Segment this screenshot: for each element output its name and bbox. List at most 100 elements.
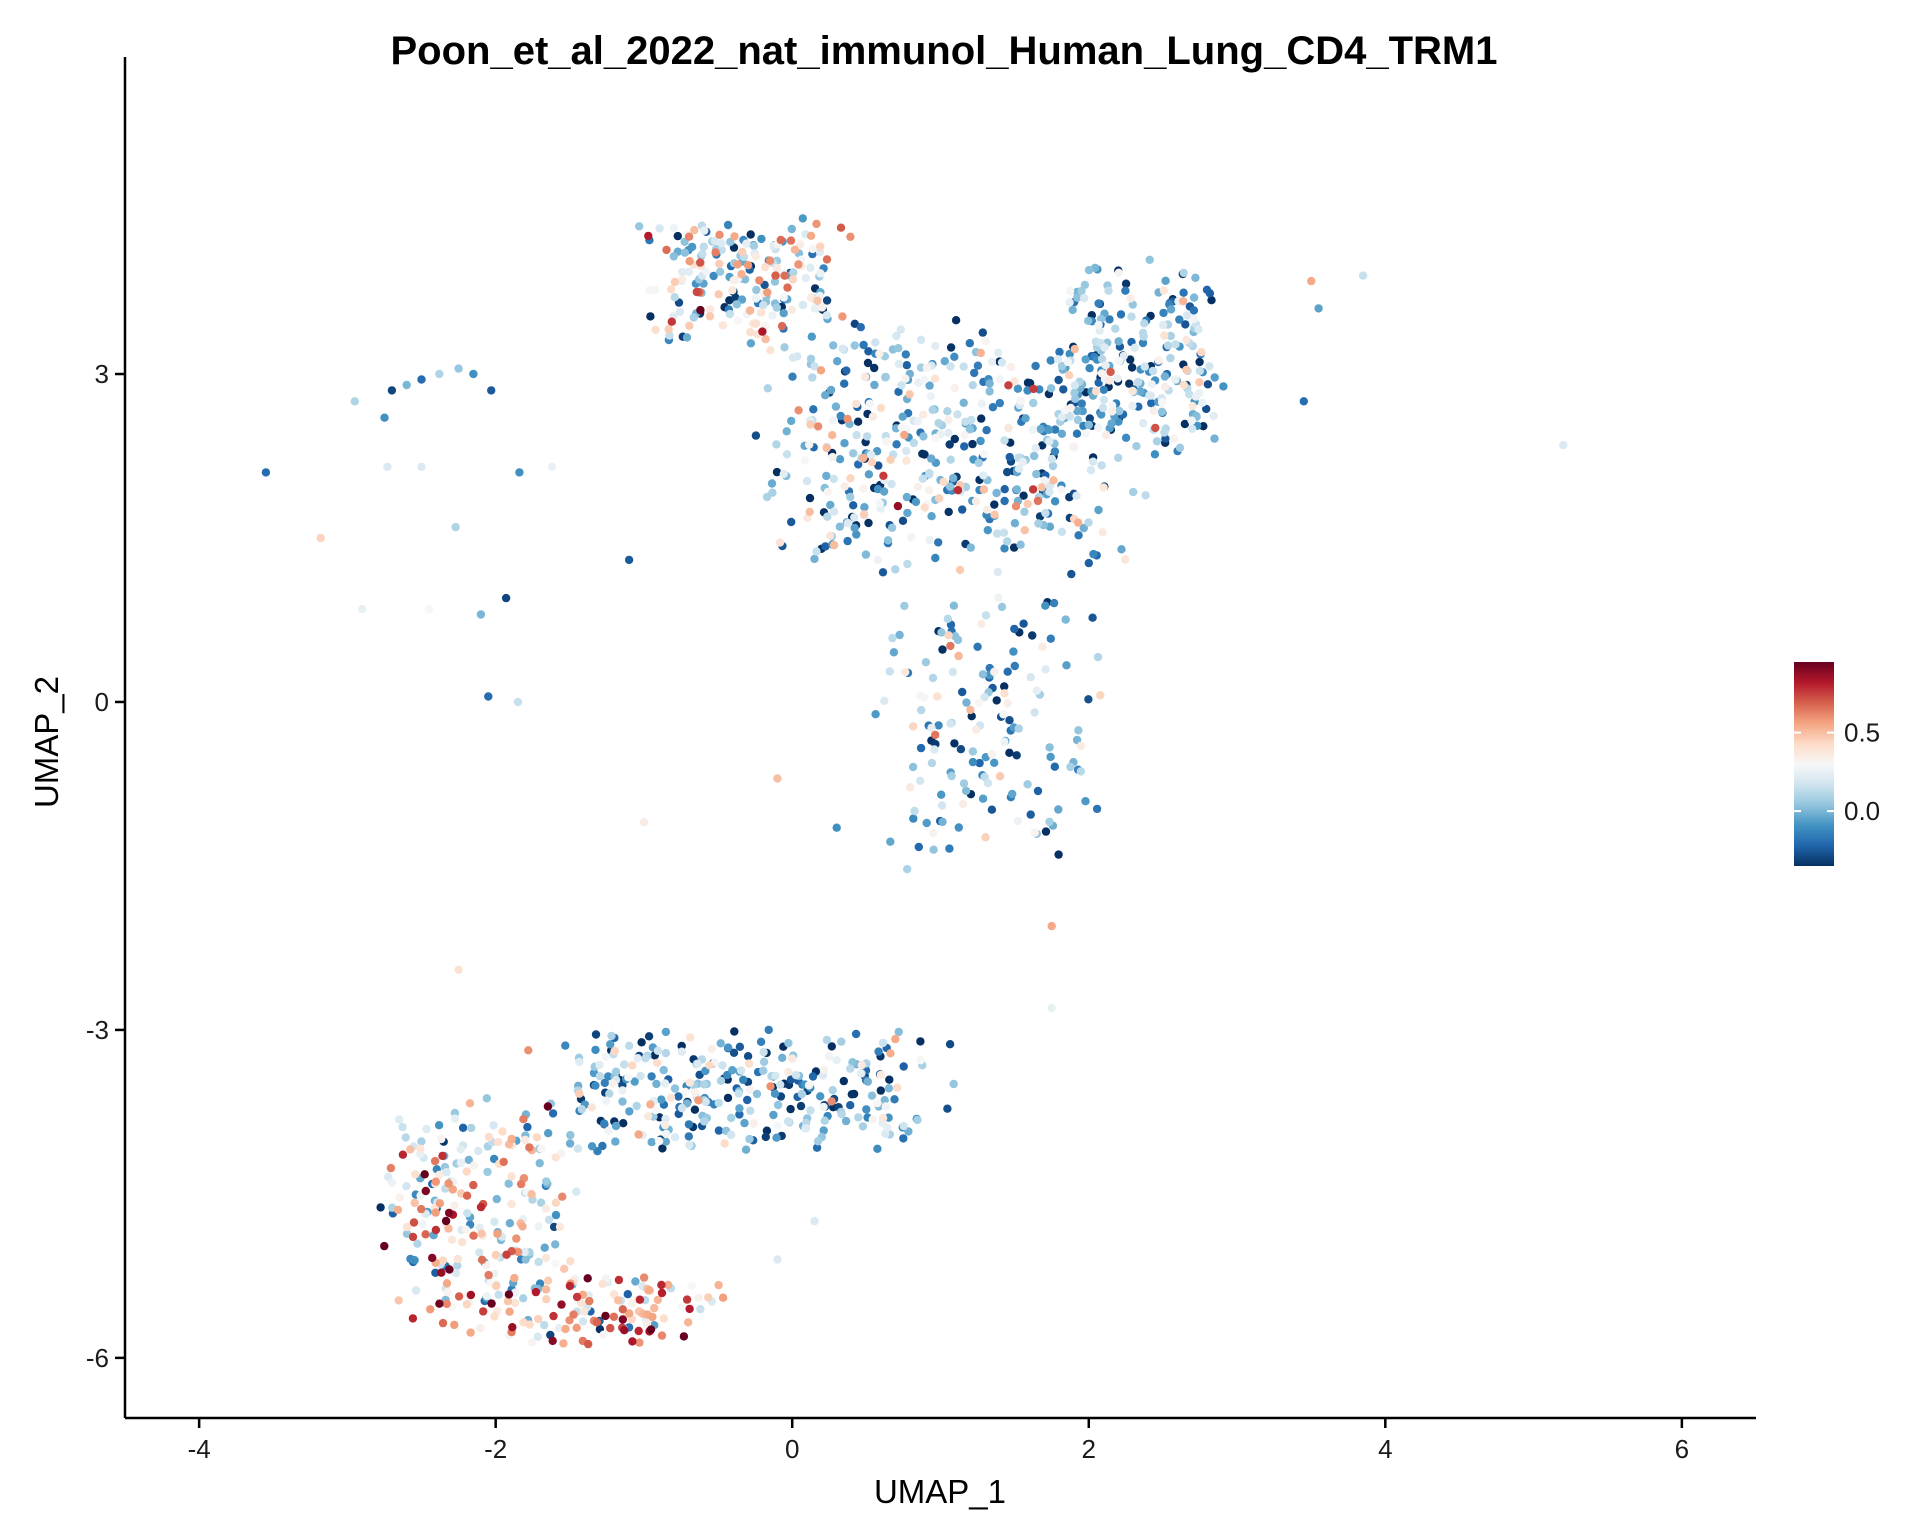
cell-point xyxy=(515,468,524,477)
cell-point xyxy=(387,386,397,395)
cell-point xyxy=(1038,441,1047,450)
cell-point xyxy=(772,467,782,477)
cell-point xyxy=(646,1100,655,1109)
cell-point xyxy=(856,323,865,332)
cell-point xyxy=(714,1126,724,1135)
cell-point xyxy=(501,593,511,603)
cell-point xyxy=(881,373,890,382)
cell-point xyxy=(1088,457,1098,466)
cell-point xyxy=(469,1161,479,1170)
cell-point xyxy=(674,1092,683,1101)
cell-point xyxy=(885,667,894,676)
cell-point xyxy=(442,1168,451,1177)
cell-point xyxy=(910,806,919,816)
cell-point xyxy=(965,425,975,434)
cell-point xyxy=(943,407,952,416)
cell-point xyxy=(961,786,971,796)
cell-point xyxy=(945,1040,955,1049)
cell-point xyxy=(767,479,777,488)
x-tick-label: 4 xyxy=(1378,1434,1392,1464)
colorbar-ticks: 0.0 0.5 xyxy=(1794,718,1880,826)
cell-point xyxy=(444,1179,453,1188)
cell-point xyxy=(684,1132,693,1141)
cell-point xyxy=(886,455,895,464)
cell-point xyxy=(810,554,819,564)
cell-point xyxy=(928,673,938,683)
cell-point xyxy=(1021,414,1030,423)
cell-point xyxy=(533,1332,542,1341)
cell-point xyxy=(847,1090,856,1099)
cell-point xyxy=(905,390,914,399)
cell-point xyxy=(841,1116,851,1126)
cell-point xyxy=(402,1222,412,1232)
cell-point xyxy=(555,1222,565,1232)
cell-point xyxy=(893,1083,902,1092)
cell-point xyxy=(350,397,359,406)
cell-point xyxy=(707,1044,716,1054)
cell-point xyxy=(874,461,883,470)
cell-point xyxy=(1084,695,1093,704)
cell-point xyxy=(1307,276,1316,286)
cell-point xyxy=(380,413,389,422)
cell-point xyxy=(358,604,367,614)
cell-point xyxy=(745,1134,754,1144)
cell-point xyxy=(812,547,821,556)
cell-point xyxy=(647,1072,656,1081)
cell-point xyxy=(1099,385,1109,394)
cell-point xyxy=(1044,425,1054,434)
cell-point xyxy=(937,628,946,637)
points-layer xyxy=(261,214,1568,1349)
cell-point xyxy=(903,865,912,874)
cell-point xyxy=(916,1037,925,1046)
cell-point xyxy=(537,1144,546,1153)
cell-point xyxy=(806,1106,815,1115)
cell-point xyxy=(398,1150,408,1159)
cell-point xyxy=(768,311,777,320)
cell-point xyxy=(1179,268,1188,278)
cell-point xyxy=(977,399,986,408)
cell-point xyxy=(1203,380,1213,389)
cell-point xyxy=(994,593,1003,602)
cell-point xyxy=(572,1292,582,1302)
cell-point xyxy=(675,307,685,316)
cell-point xyxy=(635,1295,645,1304)
cell-point xyxy=(1018,457,1027,467)
cell-point xyxy=(491,1250,501,1260)
cell-point xyxy=(764,1025,773,1035)
cell-point xyxy=(1146,391,1156,400)
cell-point xyxy=(866,450,876,459)
cell-point xyxy=(916,335,926,344)
cell-point xyxy=(513,697,523,707)
cell-point xyxy=(1012,485,1022,494)
cell-point xyxy=(565,1281,575,1291)
cell-point xyxy=(993,529,1002,538)
colorbar-tick-label: 0.5 xyxy=(1844,718,1880,748)
cell-point xyxy=(870,363,879,373)
cell-point xyxy=(850,341,859,350)
cell-point xyxy=(1194,325,1203,334)
cell-point xyxy=(435,1299,444,1308)
cell-point xyxy=(974,458,983,468)
cell-point xyxy=(950,352,959,361)
cell-point xyxy=(826,531,835,540)
cell-point xyxy=(901,350,910,359)
cell-point xyxy=(978,670,988,679)
cell-point xyxy=(670,1133,680,1142)
cell-point xyxy=(804,1081,814,1090)
cell-point xyxy=(1181,320,1190,329)
cell-point xyxy=(810,304,819,313)
cell-point xyxy=(757,234,766,244)
cell-point xyxy=(879,487,889,496)
cell-point xyxy=(445,1265,454,1274)
cell-point xyxy=(1045,437,1054,446)
cell-point xyxy=(609,1290,619,1299)
cell-point xyxy=(487,1299,496,1308)
cell-point xyxy=(1094,299,1103,308)
cell-point xyxy=(572,1187,581,1196)
cell-point xyxy=(761,334,770,344)
cell-point xyxy=(922,818,931,828)
cell-point xyxy=(966,543,975,552)
cell-point xyxy=(623,1290,632,1299)
cell-point xyxy=(723,1093,733,1103)
